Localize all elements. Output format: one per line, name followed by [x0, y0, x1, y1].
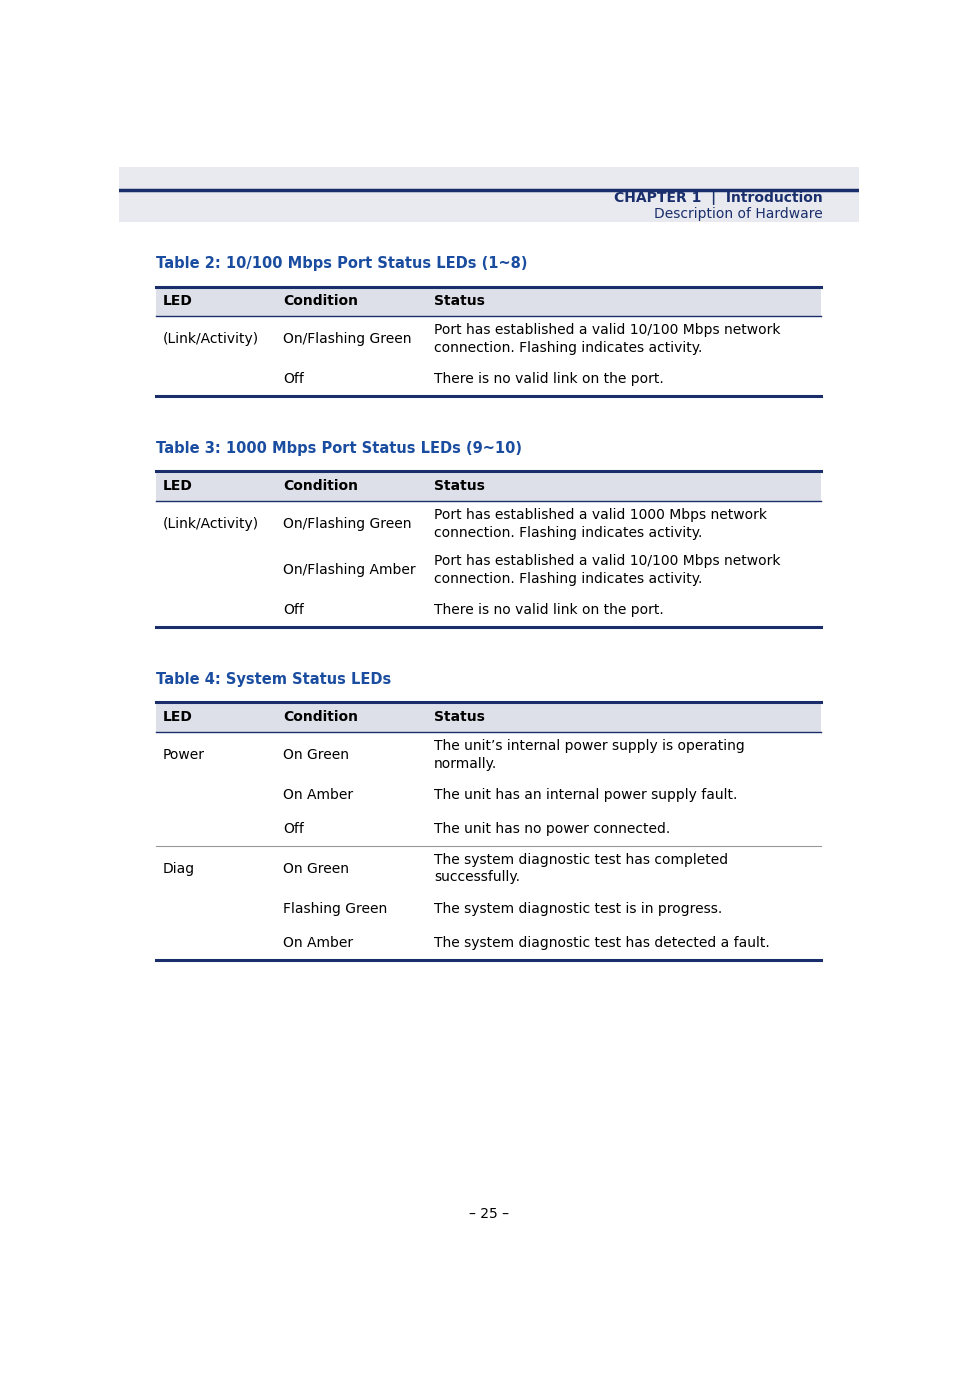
Text: The unit’s internal power supply is operating: The unit’s internal power supply is oper… — [434, 740, 744, 754]
Text: Power: Power — [162, 748, 205, 762]
Bar — [119, 167, 858, 222]
Text: LED: LED — [162, 479, 193, 493]
Text: The system diagnostic test is in progress.: The system diagnostic test is in progres… — [434, 902, 721, 916]
Text: Diag: Diag — [162, 862, 194, 876]
Bar — [156, 287, 821, 316]
Text: Flashing Green: Flashing Green — [282, 902, 387, 916]
Text: Table 2: 10/100 Mbps Port Status LEDs (1~8): Table 2: 10/100 Mbps Port Status LEDs (1… — [156, 255, 527, 271]
Text: Status: Status — [434, 479, 484, 493]
Text: successfully.: successfully. — [434, 870, 519, 884]
Text: On/Flashing Amber: On/Flashing Amber — [282, 564, 415, 577]
Text: The unit has no power connected.: The unit has no power connected. — [434, 822, 669, 836]
Text: normally.: normally. — [434, 756, 497, 770]
Text: Port has established a valid 1000 Mbps network: Port has established a valid 1000 Mbps n… — [434, 508, 766, 522]
Text: Status: Status — [434, 294, 484, 308]
Text: The system diagnostic test has completed: The system diagnostic test has completed — [434, 854, 727, 868]
Text: On Amber: On Amber — [282, 936, 353, 949]
Bar — [156, 702, 821, 731]
Text: – 25 –: – 25 – — [469, 1206, 508, 1221]
Text: There is no valid link on the port.: There is no valid link on the port. — [434, 372, 663, 386]
Text: Port has established a valid 10/100 Mbps network: Port has established a valid 10/100 Mbps… — [434, 323, 780, 337]
Text: The unit has an internal power supply fault.: The unit has an internal power supply fa… — [434, 788, 737, 802]
Bar — [156, 472, 821, 501]
Text: Table 3: 1000 Mbps Port Status LEDs (9~10): Table 3: 1000 Mbps Port Status LEDs (9~1… — [156, 440, 522, 455]
Text: Off: Off — [282, 372, 303, 386]
Text: Description of Hardware: Description of Hardware — [654, 207, 822, 221]
Text: On/Flashing Green: On/Flashing Green — [282, 516, 411, 530]
Text: On Green: On Green — [282, 862, 349, 876]
Text: LED: LED — [162, 711, 193, 725]
Text: Condition: Condition — [282, 294, 357, 308]
Text: connection. Flashing indicates activity.: connection. Flashing indicates activity. — [434, 572, 701, 586]
Text: Port has established a valid 10/100 Mbps network: Port has established a valid 10/100 Mbps… — [434, 554, 780, 568]
Text: LED: LED — [162, 294, 193, 308]
Text: Status: Status — [434, 711, 484, 725]
Text: Off: Off — [282, 822, 303, 836]
Text: connection. Flashing indicates activity.: connection. Flashing indicates activity. — [434, 526, 701, 540]
Text: (Link/Activity): (Link/Activity) — [162, 516, 258, 530]
Text: There is no valid link on the port.: There is no valid link on the port. — [434, 602, 663, 618]
Text: Condition: Condition — [282, 711, 357, 725]
Text: Condition: Condition — [282, 479, 357, 493]
Text: CHAPTER 1  |  Introduction: CHAPTER 1 | Introduction — [614, 192, 822, 205]
Text: On Green: On Green — [282, 748, 349, 762]
Text: (Link/Activity): (Link/Activity) — [162, 332, 258, 346]
Text: On Amber: On Amber — [282, 788, 353, 802]
Text: On/Flashing Green: On/Flashing Green — [282, 332, 411, 346]
Text: The system diagnostic test has detected a fault.: The system diagnostic test has detected … — [434, 936, 769, 949]
Text: Off: Off — [282, 602, 303, 618]
Text: Table 4: System Status LEDs: Table 4: System Status LEDs — [156, 672, 392, 687]
Text: connection. Flashing indicates activity.: connection. Flashing indicates activity. — [434, 340, 701, 355]
